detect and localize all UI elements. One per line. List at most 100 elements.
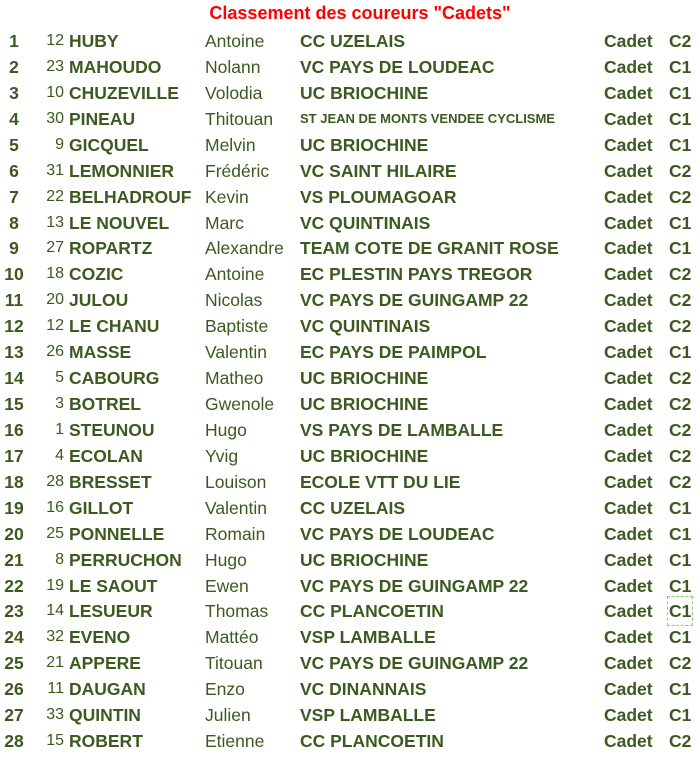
- last-name-cell[interactable]: LE NOUVEL: [69, 212, 170, 233]
- last-name-cell[interactable]: HUBY: [69, 31, 119, 51]
- club-cell[interactable]: CC PLANCOETIN: [300, 601, 444, 622]
- last-name-cell[interactable]: LE CHANU: [69, 316, 160, 337]
- rank-cell[interactable]: 22: [4, 575, 24, 596]
- bib-number-cell[interactable]: 11: [47, 680, 64, 698]
- bib-number-cell[interactable]: 28: [46, 472, 64, 490]
- first-name-cell[interactable]: Thomas: [205, 601, 269, 622]
- last-name-cell[interactable]: JULOU: [69, 290, 129, 311]
- category-cell[interactable]: Cadet: [604, 471, 653, 492]
- subcategory-cell[interactable]: C1: [669, 705, 692, 726]
- category-cell[interactable]: Cadet: [604, 549, 653, 570]
- first-name-cell[interactable]: Mattéo: [205, 627, 259, 648]
- club-cell[interactable]: VC DINANNAIS: [300, 679, 427, 700]
- subcategory-cell[interactable]: C2: [669, 186, 692, 207]
- subcategory-cell[interactable]: C1: [666, 596, 694, 627]
- subcategory-cell[interactable]: C1: [669, 679, 692, 700]
- category-cell[interactable]: Cadet: [604, 238, 653, 259]
- bib-number-cell[interactable]: 25: [46, 524, 64, 542]
- category-cell[interactable]: Cadet: [604, 653, 653, 674]
- club-cell[interactable]: VS PLOUMAGOAR: [300, 186, 457, 207]
- bib-number-cell[interactable]: 3: [55, 395, 64, 413]
- subcategory-cell[interactable]: C1: [669, 549, 692, 570]
- first-name-cell[interactable]: Valentin: [205, 497, 267, 518]
- category-cell[interactable]: Cadet: [604, 31, 653, 51]
- first-name-cell[interactable]: Antoine: [205, 31, 265, 51]
- bib-number-cell[interactable]: 30: [46, 109, 64, 127]
- first-name-cell[interactable]: Louison: [205, 471, 267, 492]
- subcategory-cell[interactable]: C1: [669, 238, 692, 259]
- bib-number-cell[interactable]: 20: [46, 291, 64, 309]
- last-name-cell[interactable]: GICQUEL: [69, 134, 149, 155]
- category-cell[interactable]: Cadet: [604, 368, 653, 389]
- bib-number-cell[interactable]: 4: [55, 446, 64, 464]
- category-cell[interactable]: Cadet: [604, 731, 653, 752]
- rank-cell[interactable]: 17: [4, 445, 24, 466]
- category-cell[interactable]: Cadet: [604, 212, 653, 233]
- club-cell[interactable]: VC QUINTINAIS: [300, 212, 431, 233]
- last-name-cell[interactable]: LE SAOUT: [69, 575, 158, 596]
- rank-cell[interactable]: 20: [4, 523, 24, 544]
- subcategory-cell[interactable]: C1: [669, 56, 692, 77]
- first-name-cell[interactable]: Baptiste: [205, 316, 269, 337]
- club-cell[interactable]: UC BRIOCHINE: [300, 368, 429, 389]
- club-cell[interactable]: UC BRIOCHINE: [300, 134, 429, 155]
- club-cell[interactable]: VC PAYS DE GUINGAMP 22: [300, 575, 529, 596]
- category-cell[interactable]: Cadet: [604, 160, 653, 181]
- subcategory-cell[interactable]: C1: [669, 82, 692, 103]
- rank-cell[interactable]: 24: [4, 627, 24, 648]
- bib-number-cell[interactable]: 27: [46, 239, 64, 257]
- subcategory-cell[interactable]: C2: [669, 731, 692, 752]
- last-name-cell[interactable]: LESUEUR: [69, 601, 153, 622]
- club-cell[interactable]: EC PAYS DE PAIMPOL: [300, 342, 487, 363]
- bib-number-cell[interactable]: 21: [46, 654, 64, 672]
- category-cell[interactable]: Cadet: [604, 601, 653, 622]
- subcategory-cell[interactable]: C2: [669, 290, 692, 311]
- rank-cell[interactable]: 23: [4, 601, 24, 622]
- club-cell[interactable]: VS PAYS DE LAMBALLE: [300, 419, 504, 440]
- last-name-cell[interactable]: STEUNOU: [69, 419, 155, 440]
- rank-cell[interactable]: 8: [9, 212, 19, 233]
- rank-cell[interactable]: 12: [4, 316, 24, 337]
- first-name-cell[interactable]: Frédéric: [205, 160, 270, 181]
- club-cell[interactable]: UC BRIOCHINE: [300, 82, 429, 103]
- rank-cell[interactable]: 18: [4, 471, 24, 492]
- club-cell[interactable]: UC BRIOCHINE: [300, 394, 429, 415]
- rank-cell[interactable]: 9: [9, 238, 19, 259]
- bib-number-cell[interactable]: 18: [46, 265, 64, 283]
- club-cell[interactable]: ECOLE VTT DU LIE: [300, 471, 461, 492]
- rank-cell[interactable]: 28: [4, 731, 24, 752]
- category-cell[interactable]: Cadet: [604, 264, 653, 285]
- rank-cell[interactable]: 13: [4, 342, 24, 363]
- club-cell[interactable]: VC PAYS DE GUINGAMP 22: [300, 653, 529, 674]
- first-name-cell[interactable]: Valentin: [205, 342, 267, 363]
- rank-cell[interactable]: 10: [4, 264, 24, 285]
- subcategory-cell[interactable]: C1: [669, 627, 692, 648]
- rank-cell[interactable]: 19: [4, 497, 24, 518]
- last-name-cell[interactable]: ROPARTZ: [69, 238, 153, 259]
- category-cell[interactable]: Cadet: [604, 316, 653, 337]
- last-name-cell[interactable]: DAUGAN: [69, 679, 146, 700]
- subcategory-cell[interactable]: C1: [669, 212, 692, 233]
- first-name-cell[interactable]: Nolann: [205, 56, 261, 77]
- last-name-cell[interactable]: EVENO: [69, 627, 131, 648]
- club-cell[interactable]: VC QUINTINAIS: [300, 316, 431, 337]
- last-name-cell[interactable]: APPERE: [69, 653, 141, 674]
- rank-cell[interactable]: 27: [4, 705, 24, 726]
- bib-number-cell[interactable]: 33: [46, 706, 64, 724]
- subcategory-cell[interactable]: C2: [669, 419, 692, 440]
- category-cell[interactable]: Cadet: [604, 679, 653, 700]
- bib-number-cell[interactable]: 8: [55, 550, 64, 568]
- first-name-cell[interactable]: Etienne: [205, 731, 265, 752]
- bib-number-cell[interactable]: 26: [46, 343, 64, 361]
- bib-number-cell[interactable]: 5: [55, 369, 64, 387]
- club-cell[interactable]: CC PLANCOETIN: [300, 731, 444, 752]
- last-name-cell[interactable]: QUINTIN: [69, 705, 141, 726]
- last-name-cell[interactable]: GILLOT: [69, 497, 134, 518]
- rank-cell[interactable]: 6: [9, 160, 19, 181]
- last-name-cell[interactable]: ROBERT: [69, 731, 143, 752]
- subcategory-cell[interactable]: C1: [669, 523, 692, 544]
- club-cell[interactable]: UC BRIOCHINE: [300, 549, 429, 570]
- subcategory-cell[interactable]: C2: [669, 653, 692, 674]
- bib-number-cell[interactable]: 31: [46, 161, 64, 179]
- rank-cell[interactable]: 26: [4, 679, 24, 700]
